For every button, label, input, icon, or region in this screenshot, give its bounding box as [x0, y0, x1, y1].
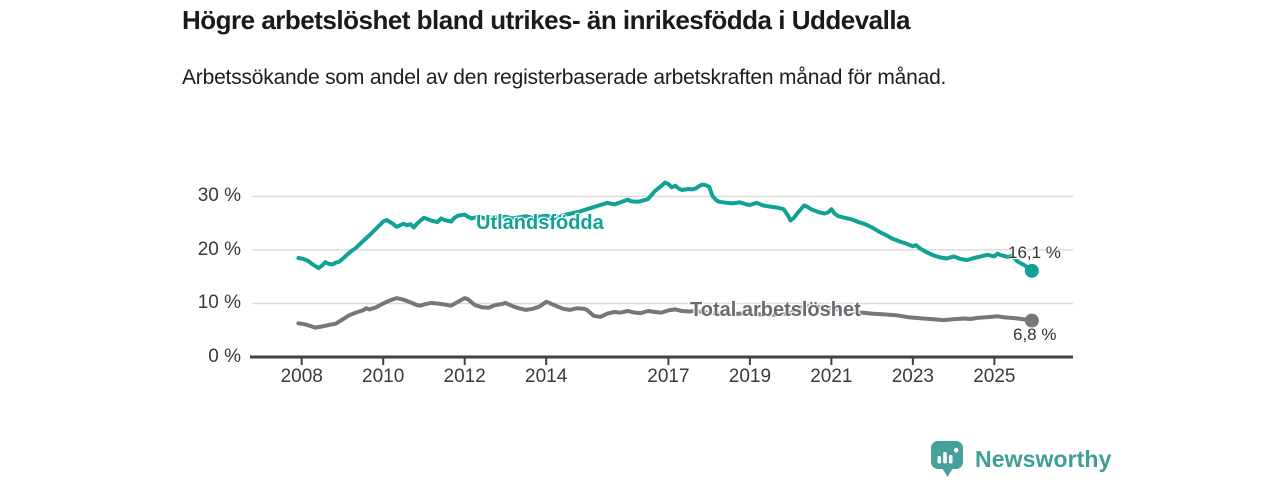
page-title: Högre arbetslöshet bland utrikes- än inr… [182, 5, 911, 35]
series-label-utlandsfodda: Utlandsfödda [476, 212, 604, 234]
series-line-0 [296, 180, 1034, 273]
x-tick-label: 2008 [280, 366, 323, 387]
newsworthy-logo[interactable]: Newsworthy [930, 440, 1111, 478]
series-end-dot-0 [1024, 263, 1039, 278]
end-value-label-total-arbetsloshet: 6,8 % [1013, 325, 1057, 344]
x-tick-label: 2014 [525, 366, 568, 387]
x-tick-label: 2010 [362, 366, 405, 387]
chart-subtitle: Arbetssökande som andel av den registerb… [182, 66, 947, 89]
series-line-1 [296, 296, 1034, 330]
series-end-dot-1 [1024, 313, 1039, 328]
x-tick-label: 2017 [647, 366, 690, 387]
x-tick-label: 2023 [891, 366, 934, 387]
end-value-label-utlandsfodda: 16,1 % [1008, 243, 1061, 262]
x-tick-label: 2019 [728, 366, 772, 387]
newsworthy-logo-icon [931, 441, 963, 477]
series-label-total-arbetsloshet: Total arbetslöshet [690, 299, 861, 321]
newsworthy-logo-text: Newsworthy [975, 445, 1112, 472]
y-tick-label: 0 % [208, 346, 241, 367]
y-tick-label: 30 % [197, 185, 241, 207]
x-tick-label: 2021 [810, 366, 853, 387]
y-tick-label: 20 % [197, 238, 241, 260]
x-tick-label: 2025 [973, 366, 1016, 387]
x-tick-label: 2012 [443, 366, 486, 387]
y-tick-label: 10 % [197, 292, 241, 314]
